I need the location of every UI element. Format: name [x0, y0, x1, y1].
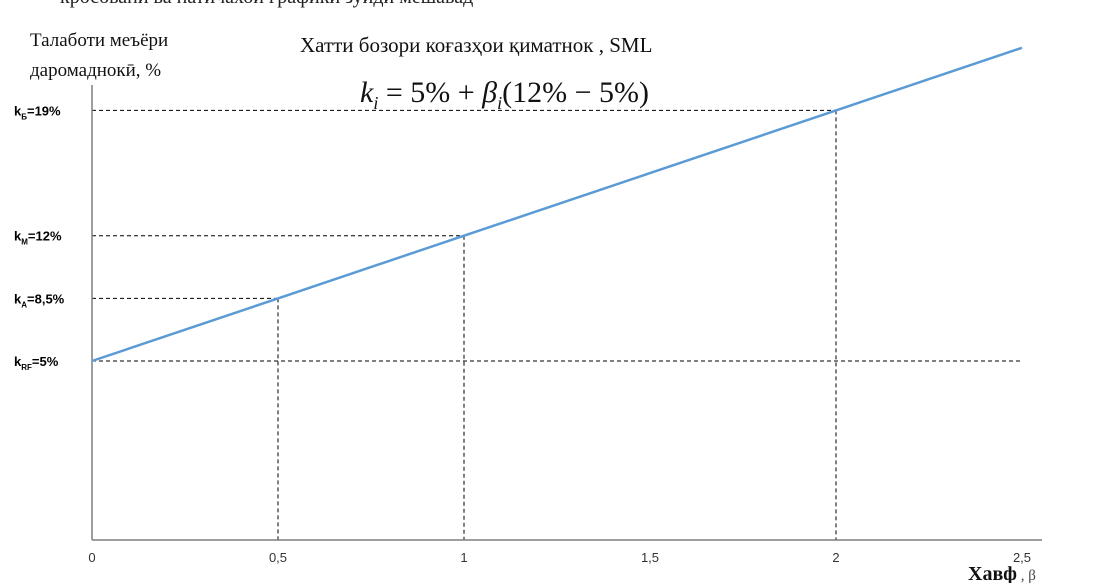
formula-beta: β: [481, 76, 497, 109]
x-tick-label: 0: [88, 550, 95, 565]
axes: [91, 85, 1042, 541]
x-axis-label-main: Хавф: [968, 563, 1017, 583]
sml-line: [91, 46, 1023, 363]
formula-mid: = 5% +: [378, 76, 482, 109]
y-tick-label: kБ=19%: [14, 103, 61, 121]
formula-k-sub: i: [373, 93, 378, 113]
y-tick-label-sub: Б: [21, 112, 27, 121]
y-axis-label-line: даромаднокӣ, %: [30, 60, 161, 81]
y-axis-label-line: Талаботи меъёри: [30, 30, 168, 51]
x-tick-label: 1: [460, 550, 467, 565]
y-tick-label: kM=12%: [14, 229, 62, 247]
y-tick-label-value: =19%: [27, 103, 61, 118]
formula: ki = 5% + βi(12% − 5%): [360, 76, 649, 113]
y-tick-label-main: k: [14, 103, 22, 118]
formula-beta-sub: i: [497, 93, 502, 113]
chart-title: Хатти бозори коғазҳои қиматнок , SML: [300, 33, 652, 57]
x-tick-label: 1,5: [641, 550, 659, 565]
y-tick-label-main: k: [14, 229, 22, 244]
x-tick-label: 2: [832, 550, 839, 565]
series-layer: [91, 46, 1023, 363]
x-axis-label: Хавф , β: [968, 563, 1036, 583]
x-axis-label-symbol: , β: [1017, 568, 1036, 583]
x-tick-labels: 0 0,5 1 1,5 2 2,5: [88, 550, 1031, 565]
y-tick-label: kRF=5%: [14, 354, 59, 372]
y-axis-label: Талаботи меъёри даромаднокӣ, %: [30, 30, 168, 81]
y-tick-label-main: k: [14, 354, 22, 369]
y-tick-label-sub: RF: [21, 363, 32, 372]
x-tick-label: 0,5: [269, 550, 287, 565]
clipped-header-text: кросовани ва натичахои графики зуиди меш…: [0, 0, 1096, 8]
x-tick-label: 2,5: [1013, 550, 1031, 565]
formula-k: k: [360, 76, 374, 109]
y-tick-label-value: =5%: [32, 354, 59, 369]
y-reference-labels: kRF=5%kA=8,5%kM=12%kБ=19%: [14, 103, 65, 372]
y-tick-label-sub: A: [21, 300, 27, 309]
reference-lines: [92, 109, 1022, 540]
y-tick-label-sub: M: [21, 238, 28, 247]
y-tick-label-value: =8,5%: [27, 291, 65, 306]
y-tick-label: kA=8,5%: [14, 291, 65, 309]
y-tick-label-value: =12%: [28, 229, 62, 244]
formula-end: (12% − 5%): [502, 76, 649, 109]
y-tick-label-main: k: [14, 291, 22, 306]
